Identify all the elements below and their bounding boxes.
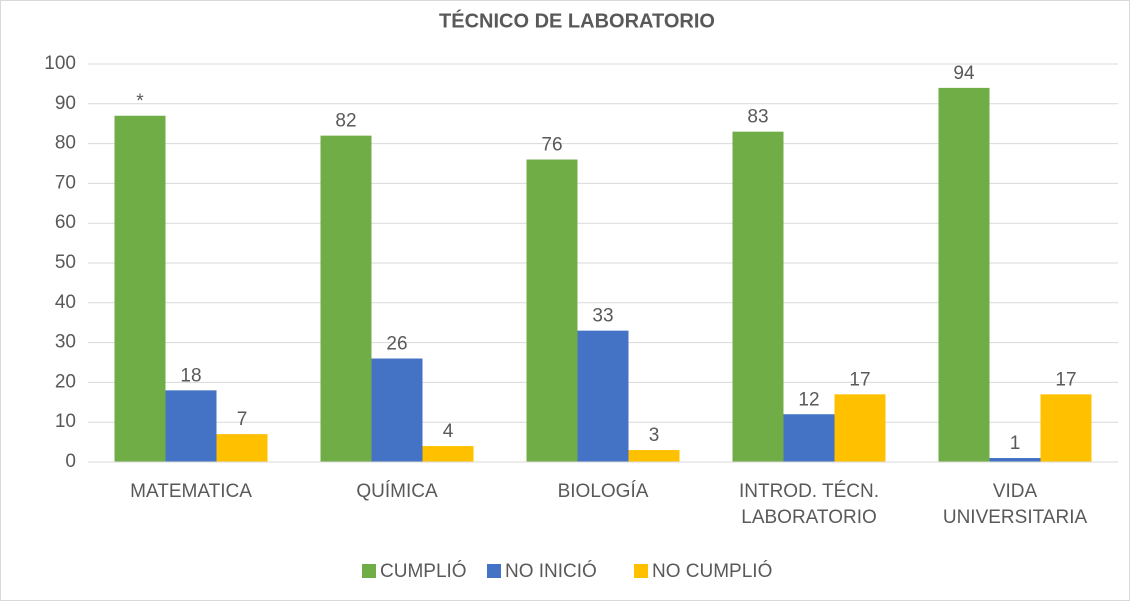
bar (371, 358, 423, 462)
bar (1040, 394, 1092, 462)
data-label: 1 (1010, 433, 1021, 454)
bar (783, 414, 835, 462)
data-label: 18 (180, 365, 201, 386)
data-label: 33 (592, 306, 613, 327)
data-label: 4 (443, 421, 454, 442)
bar (938, 87, 990, 462)
legend-swatch (634, 564, 648, 578)
y-tick-label: 50 (55, 252, 76, 273)
bar (834, 394, 886, 462)
y-tick-label: 40 (55, 292, 76, 313)
data-label: 83 (747, 107, 768, 128)
bar (320, 135, 372, 462)
legend-label: NO INICIÓ (505, 560, 597, 582)
data-label: 3 (649, 425, 660, 446)
bar (216, 434, 268, 462)
data-label: 76 (541, 135, 562, 156)
y-tick-label: 20 (55, 371, 76, 392)
bar (165, 390, 217, 462)
y-tick-label: 70 (55, 172, 76, 193)
data-label: 7 (237, 409, 248, 430)
x-tick-label: INTROD. TÉCN. LABORATORIO (739, 481, 879, 528)
data-label: * (136, 91, 144, 112)
legend-label: CUMPLIÓ (380, 560, 467, 582)
x-tick-label: MATEMATICA (130, 481, 252, 502)
y-tick-label: 90 (55, 93, 76, 114)
y-tick-label: 10 (55, 411, 76, 432)
y-tick-label: 60 (55, 212, 76, 233)
data-label: 17 (1055, 369, 1076, 390)
bar (526, 159, 578, 462)
y-tick-label: 80 (55, 133, 76, 154)
x-tick-label: VIDA UNIVERSITARIA (943, 481, 1088, 528)
y-tick-label: 100 (44, 53, 76, 74)
bar (114, 115, 166, 463)
bar (628, 450, 680, 462)
bar (577, 330, 629, 462)
data-label: 82 (335, 111, 356, 132)
x-tick-label: QUÍMICA (356, 481, 438, 502)
data-label: 94 (953, 63, 975, 84)
data-label: 17 (849, 369, 870, 390)
data-label: 26 (386, 334, 407, 355)
bar (732, 131, 784, 462)
legend-swatch (362, 564, 376, 578)
data-label: 12 (798, 389, 819, 410)
y-tick-label: 0 (65, 451, 76, 472)
y-tick-label: 30 (55, 332, 76, 353)
chart-title: TÉCNICO DE LABORATORIO (439, 9, 715, 32)
legend-label: NO CUMPLIÓ (652, 560, 772, 582)
legend-swatch (487, 564, 501, 578)
bar (422, 446, 474, 462)
x-tick-label: BIOLOGÍA (558, 481, 649, 502)
bar (989, 458, 1041, 462)
